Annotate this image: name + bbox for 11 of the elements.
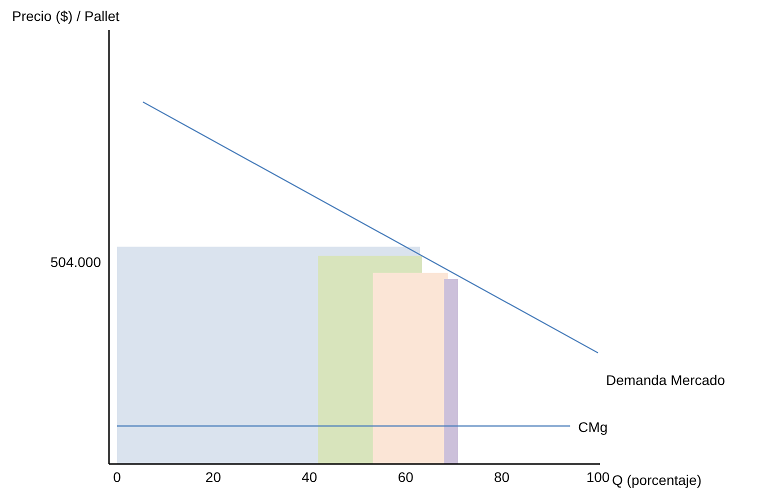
x-tick-label: 80 <box>494 468 510 485</box>
x-tick-label: 40 <box>302 468 318 485</box>
x-tick-label: 100 <box>586 468 610 485</box>
x-tick-label: 20 <box>205 468 222 485</box>
x-tick-label: 60 <box>398 468 414 485</box>
annotation: 504.000 <box>50 254 102 270</box>
series-label: CMg <box>578 418 608 435</box>
series-label: Demanda Mercado <box>606 372 726 388</box>
x-tick-label: 0 <box>113 468 122 485</box>
text: Precio ($) / Pallet <box>12 8 120 24</box>
x-axis-title: Q (porcentaje) <box>612 472 702 488</box>
